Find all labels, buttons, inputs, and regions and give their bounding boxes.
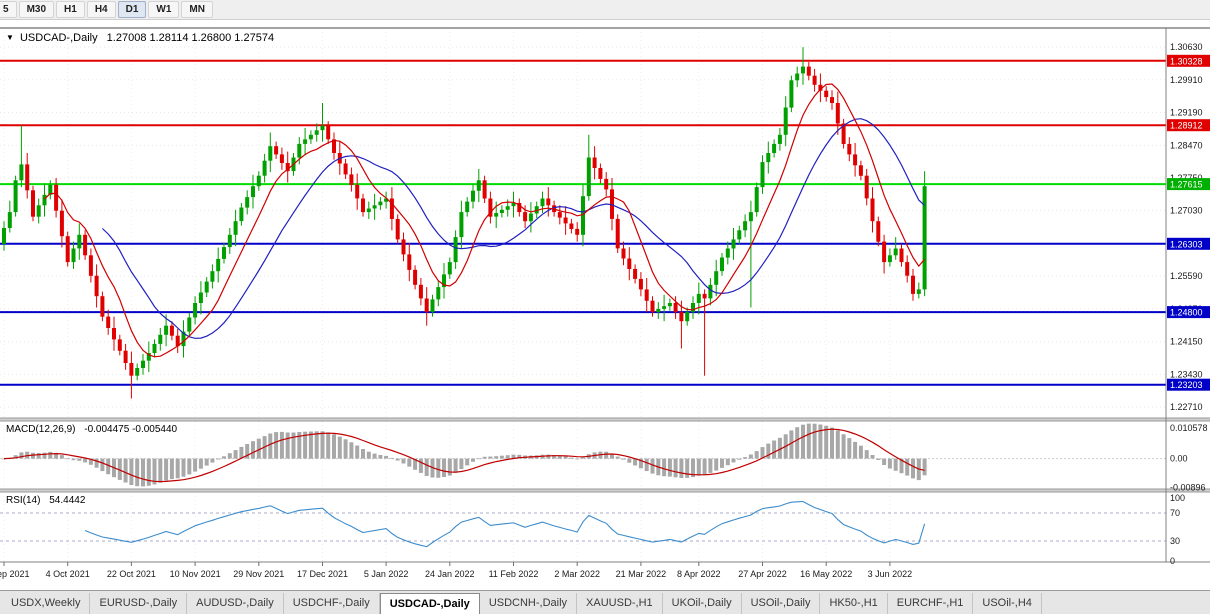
- tab-eurchf-h1[interactable]: EURCHF-,H1: [888, 593, 974, 614]
- price-badge-text: 1.23203: [1170, 380, 1203, 390]
- timeframe-button-mn[interactable]: MN: [181, 1, 213, 18]
- price-badge-red: [1167, 119, 1210, 132]
- symbol-tab-bar: USDX,Weekly EURUSD-,Daily AUDUSD-,Daily USD…: [0, 590, 1210, 614]
- macd-layer: [0, 423, 1166, 487]
- tab-ukoil-daily[interactable]: UKOil-,Daily: [663, 593, 742, 614]
- timeframe-button-m30[interactable]: M30: [18, 1, 55, 18]
- time-axis-label: 27 Apr 2022: [738, 569, 787, 579]
- timeframe-toolbar: 5 M30 H1 H4 D1 W1 MN: [0, 0, 1210, 20]
- tab-hk50-h1[interactable]: HK50-,H1: [820, 593, 888, 614]
- time-axis-label: 10 Nov 2021: [170, 569, 221, 579]
- time-axis-label: 24 Jan 2022: [425, 569, 475, 579]
- macd-axis-label: 0.00: [1170, 454, 1188, 464]
- tab-usoil-daily[interactable]: USOil-,Daily: [742, 593, 821, 614]
- tab-eurusd-daily[interactable]: EURUSD-,Daily: [90, 593, 188, 614]
- rsi-layer: [0, 500, 1166, 548]
- chart-title: ▼ USDCAD-,Daily 1.27008 1.28114 1.26800 …: [6, 32, 274, 44]
- timeframe-button-h1[interactable]: H1: [56, 1, 85, 18]
- chart-symbol-label: USDCAD-,Daily: [19, 32, 98, 44]
- tab-audusd-daily[interactable]: AUDUSD-,Daily: [187, 593, 284, 614]
- price-badge-blue: [1167, 237, 1210, 250]
- chart-ohlc-values: 1.27008 1.28114 1.26800 1.27574: [106, 32, 275, 44]
- tab-usdcad-daily[interactable]: USDCAD-,Daily: [379, 593, 480, 614]
- rsi-indicator-label: RSI(14) 54.4442: [6, 495, 85, 506]
- macd-name: MACD(12,26,9): [6, 424, 76, 435]
- price-axis-label: 1.24150: [1170, 337, 1203, 347]
- timeframe-button-w1[interactable]: W1: [148, 1, 180, 18]
- rsi-axis-label: 100: [1170, 493, 1185, 503]
- price-badge-text: 1.27615: [1170, 180, 1203, 190]
- time-axis-label: 5 Jan 2022: [364, 569, 409, 579]
- price-badge-blue: [1167, 306, 1210, 319]
- time-axis-label: 11 Feb 2022: [489, 569, 539, 579]
- grid-layer: [0, 28, 1166, 562]
- rsi-axis-label: 30: [1170, 536, 1180, 546]
- price-axis-label: 1.25590: [1170, 271, 1203, 281]
- time-axis-label: 17 Dec 2021: [297, 569, 348, 579]
- time-axis-label: 3 Jun 2022: [868, 569, 913, 579]
- time-axis-label: 29 Nov 2021: [233, 569, 284, 579]
- tab-xauusd-h1[interactable]: XAUUSD-,H1: [577, 593, 663, 614]
- time-axis-label: 4 Oct 2021: [46, 569, 90, 579]
- rsi-axis-label: 70: [1170, 508, 1180, 518]
- tab-usoil-h4[interactable]: USOil-,H4: [973, 593, 1042, 614]
- time-axis-label: 15 Sep 2021: [0, 569, 30, 579]
- rsi-value: 54.4442: [49, 495, 86, 506]
- dropdown-triangle-icon: ▼: [6, 33, 14, 42]
- tab-usdx-weekly[interactable]: USDX,Weekly: [2, 593, 91, 614]
- price-axis-label: 1.22710: [1170, 402, 1203, 412]
- price-axis-label: 1.29190: [1170, 108, 1203, 118]
- price-badge-text: 1.30328: [1170, 56, 1203, 66]
- price-axis-label: 1.28470: [1170, 140, 1203, 150]
- horizontal-lines-layer: [0, 59, 1166, 386]
- time-axis-label: 8 Apr 2022: [677, 569, 721, 579]
- time-axis-label: 21 Mar 2022: [616, 569, 667, 579]
- price-axis-label: 1.29910: [1170, 75, 1203, 85]
- price-axis-label: 1.27030: [1170, 206, 1203, 216]
- time-axis-label: 22 Oct 2021: [107, 569, 156, 579]
- tab-usdcnh-daily[interactable]: USDCNH-,Daily: [480, 593, 578, 614]
- price-axis-label: 1.23430: [1170, 369, 1203, 379]
- tab-usdchf-daily[interactable]: USDCHF-,Daily: [284, 593, 380, 614]
- price-axis-label: 1.27750: [1170, 173, 1203, 183]
- macd-axis-label: 0.010578: [1170, 423, 1208, 433]
- axis-labels-layer: 1.30630 1.29910 1.29190 1.28470 1.27750 1.270…: [0, 42, 1208, 579]
- time-axis-label: 16 May 2022: [800, 569, 852, 579]
- frame-layer: [0, 27, 1210, 563]
- timeframe-button-h4[interactable]: H4: [86, 1, 116, 18]
- timeframe-button-d1[interactable]: D1: [117, 1, 147, 18]
- rsi-name: RSI(14): [6, 495, 41, 506]
- price-badge-text: 1.26303: [1170, 239, 1203, 249]
- candles-layer: [2, 47, 927, 399]
- macd-axis-label: -0.00896: [1170, 483, 1206, 493]
- moving-averages-layer: [44, 83, 926, 358]
- price-badge-blue: [1167, 378, 1210, 391]
- price-axis-label: 1.30630: [1170, 42, 1203, 52]
- price-badge-text: 1.24800: [1170, 308, 1203, 318]
- macd-values: -0.004475 -0.005440: [84, 424, 178, 435]
- time-axis-label: 2 Mar 2022: [554, 569, 600, 579]
- price-badge-green: [1167, 178, 1210, 191]
- price-badge-red: [1167, 54, 1210, 67]
- chart-window: 1.30630 1.29910 1.29190 1.28470 1.27750 1.270…: [0, 20, 1210, 614]
- price-badge-text: 1.28912: [1170, 121, 1203, 131]
- macd-indicator-label: MACD(12,26,9) -0.004475 -0.005440: [6, 424, 177, 435]
- rsi-axis-label: 0: [1170, 556, 1175, 566]
- price-chart-canvas[interactable]: 1.30630 1.29910 1.29190 1.28470 1.27750 1.270…: [0, 20, 1210, 590]
- timeframe-button-5[interactable]: 5: [0, 1, 17, 18]
- price-badges-layer: 1.30328 1.28912 1.27615 1.26303 1.24800 1.232…: [1167, 54, 1210, 391]
